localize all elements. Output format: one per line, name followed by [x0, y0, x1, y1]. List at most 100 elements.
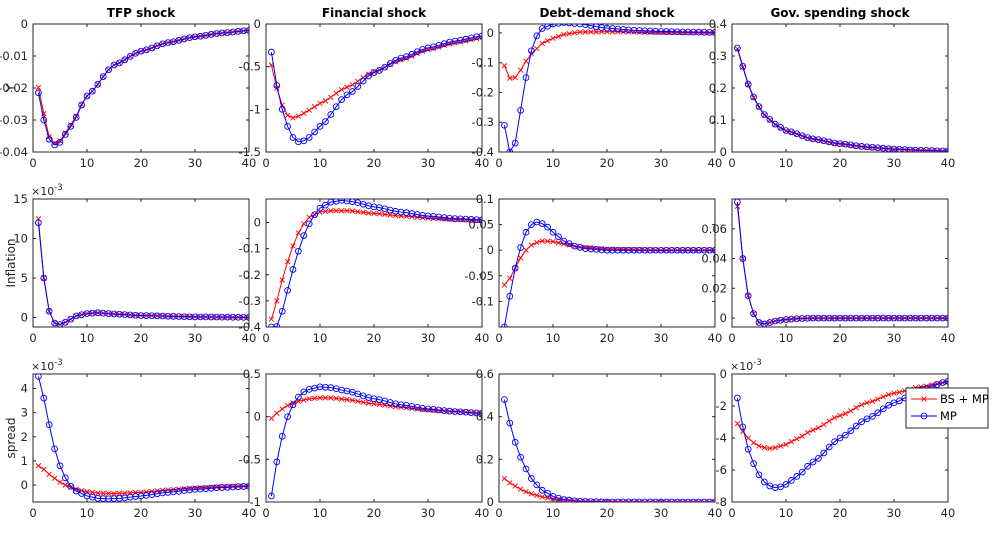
- data-point-o-marker: [245, 482, 249, 490]
- data-point-o-marker: [528, 47, 535, 55]
- data-point-x-marker: [284, 112, 291, 119]
- data-point-x-marker: [274, 410, 280, 416]
- x-tick-label: 10: [313, 506, 328, 520]
- data-point-o-marker: [300, 137, 308, 145]
- x-tick-label: 10: [80, 156, 95, 170]
- data-point-x-marker: [620, 29, 626, 35]
- data-point-x-marker: [663, 499, 670, 502]
- data-point-x-marker: [848, 408, 854, 414]
- data-point-x-marker: [311, 104, 318, 110]
- y-tick-label: 0: [720, 367, 727, 381]
- data-point-o-marker: [89, 87, 96, 95]
- data-point-o-marker: [126, 53, 134, 60]
- data-point-o-marker: [522, 465, 530, 473]
- data-point-o-marker: [278, 432, 286, 440]
- data-point-o-marker: [793, 473, 801, 480]
- y-tick-label: 0.06: [701, 222, 727, 236]
- data-point-o-marker: [478, 216, 482, 224]
- data-point-o-marker: [501, 121, 508, 129]
- data-point-o-marker: [544, 223, 551, 231]
- data-point-x-marker: [869, 398, 876, 405]
- data-point-x-marker: [328, 395, 334, 401]
- y-tick-label: 0: [487, 26, 494, 40]
- x-tick-label: 0: [29, 506, 36, 520]
- data-point-o-marker: [72, 114, 80, 121]
- x-tick-label: 10: [546, 156, 561, 170]
- data-point-o-marker: [630, 498, 638, 502]
- x-tick-label: 0: [728, 506, 735, 520]
- data-point-x-marker: [376, 211, 383, 217]
- data-point-o-marker: [528, 221, 535, 228]
- data-point-x-marker: [105, 490, 112, 497]
- y-tick-label: 4: [21, 381, 28, 395]
- x-tick-label: 20: [833, 506, 848, 520]
- y-tick-label: 0: [254, 410, 261, 424]
- plot-area: [734, 199, 948, 327]
- x-tick-label: 10: [80, 506, 95, 520]
- data-point-o-marker: [528, 475, 535, 482]
- data-point-o-marker: [517, 244, 524, 251]
- data-point-o-marker: [316, 123, 324, 130]
- data-point-x-marker: [317, 100, 323, 107]
- data-point-x-marker: [317, 395, 323, 401]
- data-point-o-marker: [322, 201, 329, 209]
- data-point-o-marker: [711, 498, 715, 502]
- data-point-x-marker: [246, 314, 249, 321]
- data-point-x-marker: [945, 148, 948, 152]
- plot-area: [501, 24, 715, 152]
- data-point-x-marker: [571, 30, 578, 36]
- plot-area: [734, 44, 948, 152]
- data-point-x-marker: [544, 38, 551, 44]
- data-point-x-marker: [810, 427, 816, 433]
- data-point-x-marker: [414, 50, 420, 57]
- data-point-x-marker: [577, 29, 583, 35]
- data-point-o-marker: [641, 498, 649, 502]
- data-point-x-marker: [116, 490, 123, 497]
- data-point-o-marker: [381, 63, 389, 71]
- data-point-x-marker: [858, 402, 865, 408]
- x-tick-label: 20: [134, 506, 149, 520]
- data-point-x-marker: [539, 494, 545, 500]
- x-tick-label: 10: [779, 506, 794, 520]
- data-point-o-marker: [45, 307, 53, 315]
- data-point-x-marker: [891, 390, 897, 396]
- data-point-x-marker: [279, 277, 285, 283]
- data-point-x-marker: [365, 400, 372, 406]
- x-tick-label: 10: [546, 506, 561, 520]
- x-tick-label: 40: [242, 506, 257, 520]
- data-point-o-marker: [40, 394, 48, 402]
- data-point-x-marker: [355, 78, 361, 85]
- data-point-o-marker: [874, 409, 882, 417]
- data-point-o-marker: [376, 67, 383, 74]
- y-tick-label: 0: [21, 478, 28, 492]
- data-point-o-marker: [711, 28, 715, 36]
- y-exponent-label: ×10-3: [31, 358, 63, 373]
- x-tick-label: 30: [654, 506, 669, 520]
- y-tick-label: -1.5: [239, 145, 261, 159]
- data-point-x-marker: [365, 210, 372, 216]
- data-point-x-marker: [409, 53, 415, 59]
- data-point-o-marker: [831, 438, 838, 445]
- data-point-o-marker: [646, 498, 654, 502]
- data-point-x-marker: [712, 247, 715, 253]
- data-point-o-marker: [305, 134, 313, 141]
- data-point-o-marker: [284, 287, 291, 294]
- data-point-o-marker: [739, 62, 747, 70]
- data-point-x-marker: [561, 31, 567, 38]
- data-point-o-marker: [798, 468, 806, 476]
- data-point-o-marker: [944, 147, 948, 152]
- data-point-o-marker: [847, 427, 855, 435]
- x-tick-label: 20: [367, 156, 382, 170]
- data-point-o-marker: [755, 471, 763, 479]
- data-point-o-marker: [40, 274, 48, 282]
- x-tick-label: 0: [262, 506, 269, 520]
- y-tick-label: -0.04: [0, 145, 28, 159]
- data-point-o-marker: [706, 498, 713, 502]
- data-point-x-marker: [344, 208, 350, 214]
- x-tick-label: 10: [546, 331, 561, 345]
- data-point-o-marker: [565, 240, 573, 247]
- data-point-o-marker: [99, 73, 107, 80]
- x-tick-label: 30: [654, 156, 669, 170]
- data-point-o-marker: [51, 445, 58, 453]
- data-point-x-marker: [143, 489, 150, 495]
